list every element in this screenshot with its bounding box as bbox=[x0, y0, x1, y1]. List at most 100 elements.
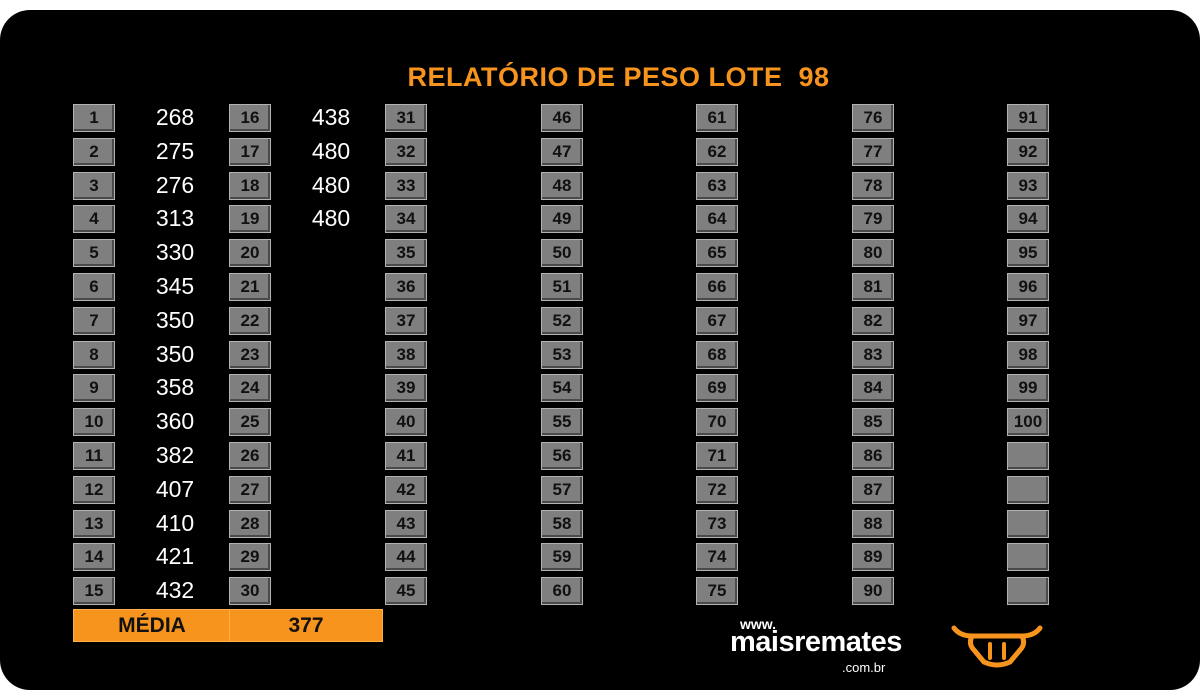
grid-cell: 65 bbox=[696, 236, 738, 269]
grid-cell: 21 bbox=[229, 270, 271, 303]
grid-cell: 32 bbox=[385, 135, 427, 168]
animal-number: 33 bbox=[385, 171, 427, 200]
report-title: RELATÓRIO DE PESO LOTE 98 bbox=[407, 62, 830, 92]
grid-cell: 51 bbox=[541, 270, 583, 303]
animal-number: 17 bbox=[229, 137, 271, 166]
animal-number: 30 bbox=[229, 577, 271, 606]
animal-number: 37 bbox=[385, 306, 427, 335]
grid-cell: 23 bbox=[229, 338, 271, 371]
animal-number: 15 bbox=[73, 577, 115, 606]
animal-number: 34 bbox=[385, 205, 427, 234]
grid-cell: 77 bbox=[852, 135, 894, 168]
grid-cell bbox=[1007, 540, 1049, 573]
grid-cell: 98 bbox=[1007, 338, 1049, 371]
animal-number: 47 bbox=[541, 137, 583, 166]
grid-cell: 70 bbox=[696, 405, 738, 438]
animal-number: 24 bbox=[229, 374, 271, 403]
animal-number: 98 bbox=[1007, 340, 1049, 369]
animal-number: 42 bbox=[385, 475, 427, 504]
animal-number: 56 bbox=[541, 442, 583, 470]
grid-cell: 73 bbox=[696, 507, 738, 540]
animal-number: 39 bbox=[385, 374, 427, 403]
animal-number: 7 bbox=[73, 306, 115, 335]
grid-cell: 7 350 bbox=[73, 304, 194, 337]
animal-number: 1 bbox=[73, 104, 115, 132]
grid-cell: 94 bbox=[1007, 202, 1049, 235]
animal-number: 62 bbox=[696, 137, 738, 166]
animal-number: 82 bbox=[852, 306, 894, 335]
animal-number: 92 bbox=[1007, 137, 1049, 166]
grid-cell: 55 bbox=[541, 405, 583, 438]
animal-number: 77 bbox=[852, 137, 894, 166]
grid-cell: 41 bbox=[385, 439, 427, 472]
animal-number: 13 bbox=[73, 509, 115, 538]
grid-cell: 14 421 bbox=[73, 540, 194, 573]
animal-number: 73 bbox=[696, 509, 738, 538]
animal-weight: 360 bbox=[155, 408, 195, 435]
animal-number: 93 bbox=[1007, 171, 1049, 200]
animal-number: 63 bbox=[696, 171, 738, 200]
grid-cell: 18 480 bbox=[229, 169, 350, 202]
grid-cell bbox=[1007, 574, 1049, 607]
grid-cell: 69 bbox=[696, 371, 738, 404]
grid-cell: 15 432 bbox=[73, 574, 194, 607]
animal-number: 12 bbox=[73, 475, 115, 504]
animal-number: 9 bbox=[73, 374, 115, 403]
animal-weight: 275 bbox=[155, 137, 195, 164]
animal-number: 65 bbox=[696, 239, 738, 268]
grid-cell: 78 bbox=[852, 169, 894, 202]
animal-number: 50 bbox=[541, 239, 583, 268]
animal-number: 68 bbox=[696, 340, 738, 369]
animal-number: 53 bbox=[541, 340, 583, 369]
average-value: 377 bbox=[229, 609, 383, 642]
grid-cell: 87 bbox=[852, 473, 894, 506]
animal-number: 59 bbox=[541, 543, 583, 572]
grid-cell: 5 330 bbox=[73, 236, 194, 269]
grid-cell: 92 bbox=[1007, 135, 1049, 168]
grid-cell: 58 bbox=[541, 507, 583, 540]
grid-cell: 3 276 bbox=[73, 169, 194, 202]
grid-cell: 53 bbox=[541, 338, 583, 371]
grid-cell: 91 bbox=[1007, 101, 1049, 134]
grid-cell: 43 bbox=[385, 507, 427, 540]
grid-cell: 1 268 bbox=[73, 101, 194, 134]
animal-number: 91 bbox=[1007, 104, 1049, 132]
animal-number: 4 bbox=[73, 205, 115, 234]
animal-number: 32 bbox=[385, 137, 427, 166]
logo-domain: .com.br bbox=[842, 660, 886, 675]
grid-cell: 67 bbox=[696, 304, 738, 337]
empty-slot bbox=[1007, 577, 1049, 606]
animal-number: 21 bbox=[229, 273, 271, 301]
grid-cell: 42 bbox=[385, 473, 427, 506]
empty-slot bbox=[1007, 475, 1049, 504]
grid-cell: 63 bbox=[696, 169, 738, 202]
grid-cell: 76 bbox=[852, 101, 894, 134]
animal-number: 28 bbox=[229, 509, 271, 538]
grid-cell: 80 bbox=[852, 236, 894, 269]
animal-number: 96 bbox=[1007, 273, 1049, 301]
maisremates-logo[interactable]: www. maisremates .com.br bbox=[730, 612, 910, 675]
animal-number: 60 bbox=[541, 577, 583, 606]
grid-cell: 4 313 bbox=[73, 202, 194, 235]
empty-slot bbox=[1007, 509, 1049, 538]
animal-weight: 480 bbox=[311, 205, 351, 232]
animal-number: 55 bbox=[541, 408, 583, 437]
animal-weight: 350 bbox=[155, 306, 195, 333]
grid-cell: 45 bbox=[385, 574, 427, 607]
animal-number: 8 bbox=[73, 340, 115, 369]
empty-slot bbox=[1007, 543, 1049, 572]
animal-number: 25 bbox=[229, 408, 271, 437]
animal-number: 88 bbox=[852, 509, 894, 538]
grid-cell bbox=[1007, 439, 1049, 472]
grid-cell: 47 bbox=[541, 135, 583, 168]
animal-number: 26 bbox=[229, 442, 271, 470]
animal-number: 35 bbox=[385, 239, 427, 268]
animal-number: 95 bbox=[1007, 239, 1049, 268]
grid-cell: 36 bbox=[385, 270, 427, 303]
grid-cell: 27 bbox=[229, 473, 271, 506]
animal-number: 94 bbox=[1007, 205, 1049, 234]
animal-weight: 313 bbox=[155, 205, 195, 232]
grid-cell: 48 bbox=[541, 169, 583, 202]
grid-cell: 31 bbox=[385, 101, 427, 134]
logo-www: www. bbox=[740, 616, 777, 632]
